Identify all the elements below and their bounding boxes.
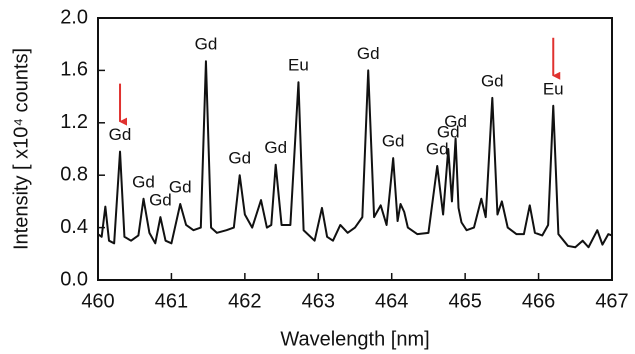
x-axis-label: Wavelength [nm] — [280, 328, 429, 350]
y-tick-label: 0.0 — [60, 268, 88, 290]
x-tick-label: 463 — [302, 290, 335, 312]
peak-label: Gd — [481, 71, 504, 90]
x-tick-label: 466 — [522, 290, 555, 312]
peak-label: Gd — [132, 172, 155, 191]
y-tick-label: 0.4 — [60, 216, 88, 238]
peak-label: Eu — [543, 79, 564, 98]
y-axis-label: Intensity [ x10⁴ counts] — [10, 48, 32, 250]
x-tick-label: 462 — [228, 290, 261, 312]
y-tick-label: 1.6 — [60, 59, 88, 81]
peak-label: Gd — [195, 35, 218, 54]
x-tick-label: 461 — [155, 290, 188, 312]
peak-label: Gd — [357, 44, 380, 63]
peak-label: Gd — [228, 149, 251, 168]
peak-label: Gd — [437, 122, 460, 141]
y-tick-label: 1.2 — [60, 111, 88, 133]
x-tick-label: 460 — [81, 290, 114, 312]
peak-label: Gd — [444, 112, 467, 131]
x-tick-label: 467 — [595, 290, 628, 312]
spectrum-line — [97, 60, 613, 249]
peak-label: Gd — [264, 138, 287, 157]
y-tick-label: 0.8 — [60, 163, 88, 185]
peak-label: Gd — [426, 140, 449, 159]
plot-frame — [97, 17, 613, 281]
peak-label: Gd — [109, 125, 132, 144]
peak-label: Gd — [382, 132, 405, 151]
peak-label: Gd — [169, 178, 192, 197]
x-tick-label: 464 — [375, 290, 408, 312]
y-tick-label: 2.0 — [60, 6, 88, 28]
x-tick-label: 465 — [448, 290, 481, 312]
peak-label: Eu — [288, 56, 309, 75]
peak-label: Gd — [149, 191, 172, 210]
